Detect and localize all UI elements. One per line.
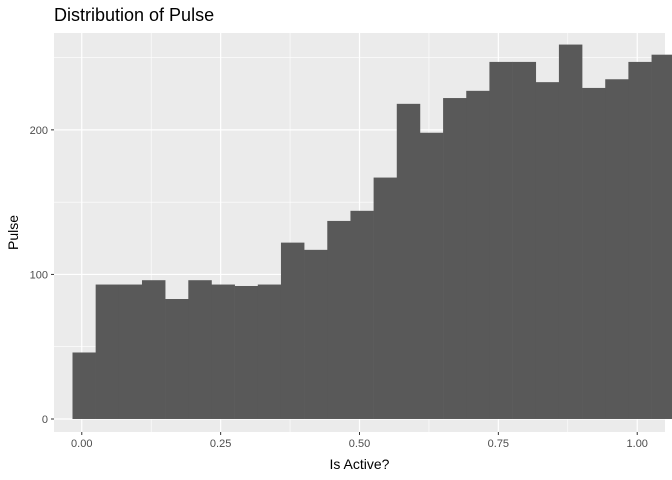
histogram-bar	[188, 280, 212, 419]
y-tick-label: 0	[42, 414, 48, 426]
histogram-bar	[141, 280, 166, 419]
x-axis-title: Is Active?	[330, 456, 390, 472]
y-axis-title: Pulse	[5, 215, 21, 250]
histogram-bars	[72, 44, 672, 419]
histogram-bar	[628, 61, 652, 419]
histogram-bar	[443, 98, 467, 419]
histogram-bar	[350, 210, 374, 419]
histogram-bar	[72, 352, 96, 419]
histogram-bar	[165, 299, 189, 419]
histogram-bar	[419, 132, 444, 419]
histogram-bar	[651, 54, 672, 419]
x-tick-label: 1.00	[627, 438, 648, 450]
x-tick-label: 0.50	[349, 438, 370, 450]
y-axis: 0 100 200	[30, 125, 54, 426]
x-axis: 0.00 0.25 0.50 0.75 1.00	[71, 432, 648, 450]
y-tick-label: 100	[30, 269, 48, 281]
chart-title: Distribution of Pulse	[54, 5, 214, 25]
x-tick-label: 0.25	[210, 438, 231, 450]
histogram-bar	[396, 103, 421, 419]
histogram-bar	[512, 61, 537, 419]
histogram-bar	[373, 177, 398, 419]
x-tick-label: 0.00	[71, 438, 92, 450]
histogram-bar	[535, 82, 560, 419]
histogram-bar	[327, 220, 351, 419]
histogram-bar	[582, 87, 606, 419]
histogram-bar	[489, 61, 513, 419]
histogram-bar	[118, 284, 143, 419]
histogram-bar	[466, 90, 490, 419]
histogram-bar	[257, 284, 282, 419]
y-tick-label: 200	[30, 125, 48, 137]
histogram-bar	[211, 284, 235, 419]
histogram-bar	[95, 284, 120, 419]
histogram-bar	[304, 249, 328, 419]
histogram-bar	[280, 242, 305, 419]
x-tick-label: 0.75	[488, 438, 509, 450]
histogram-bar	[234, 285, 259, 419]
histogram-bar	[605, 79, 629, 419]
histogram-bar	[558, 44, 583, 419]
